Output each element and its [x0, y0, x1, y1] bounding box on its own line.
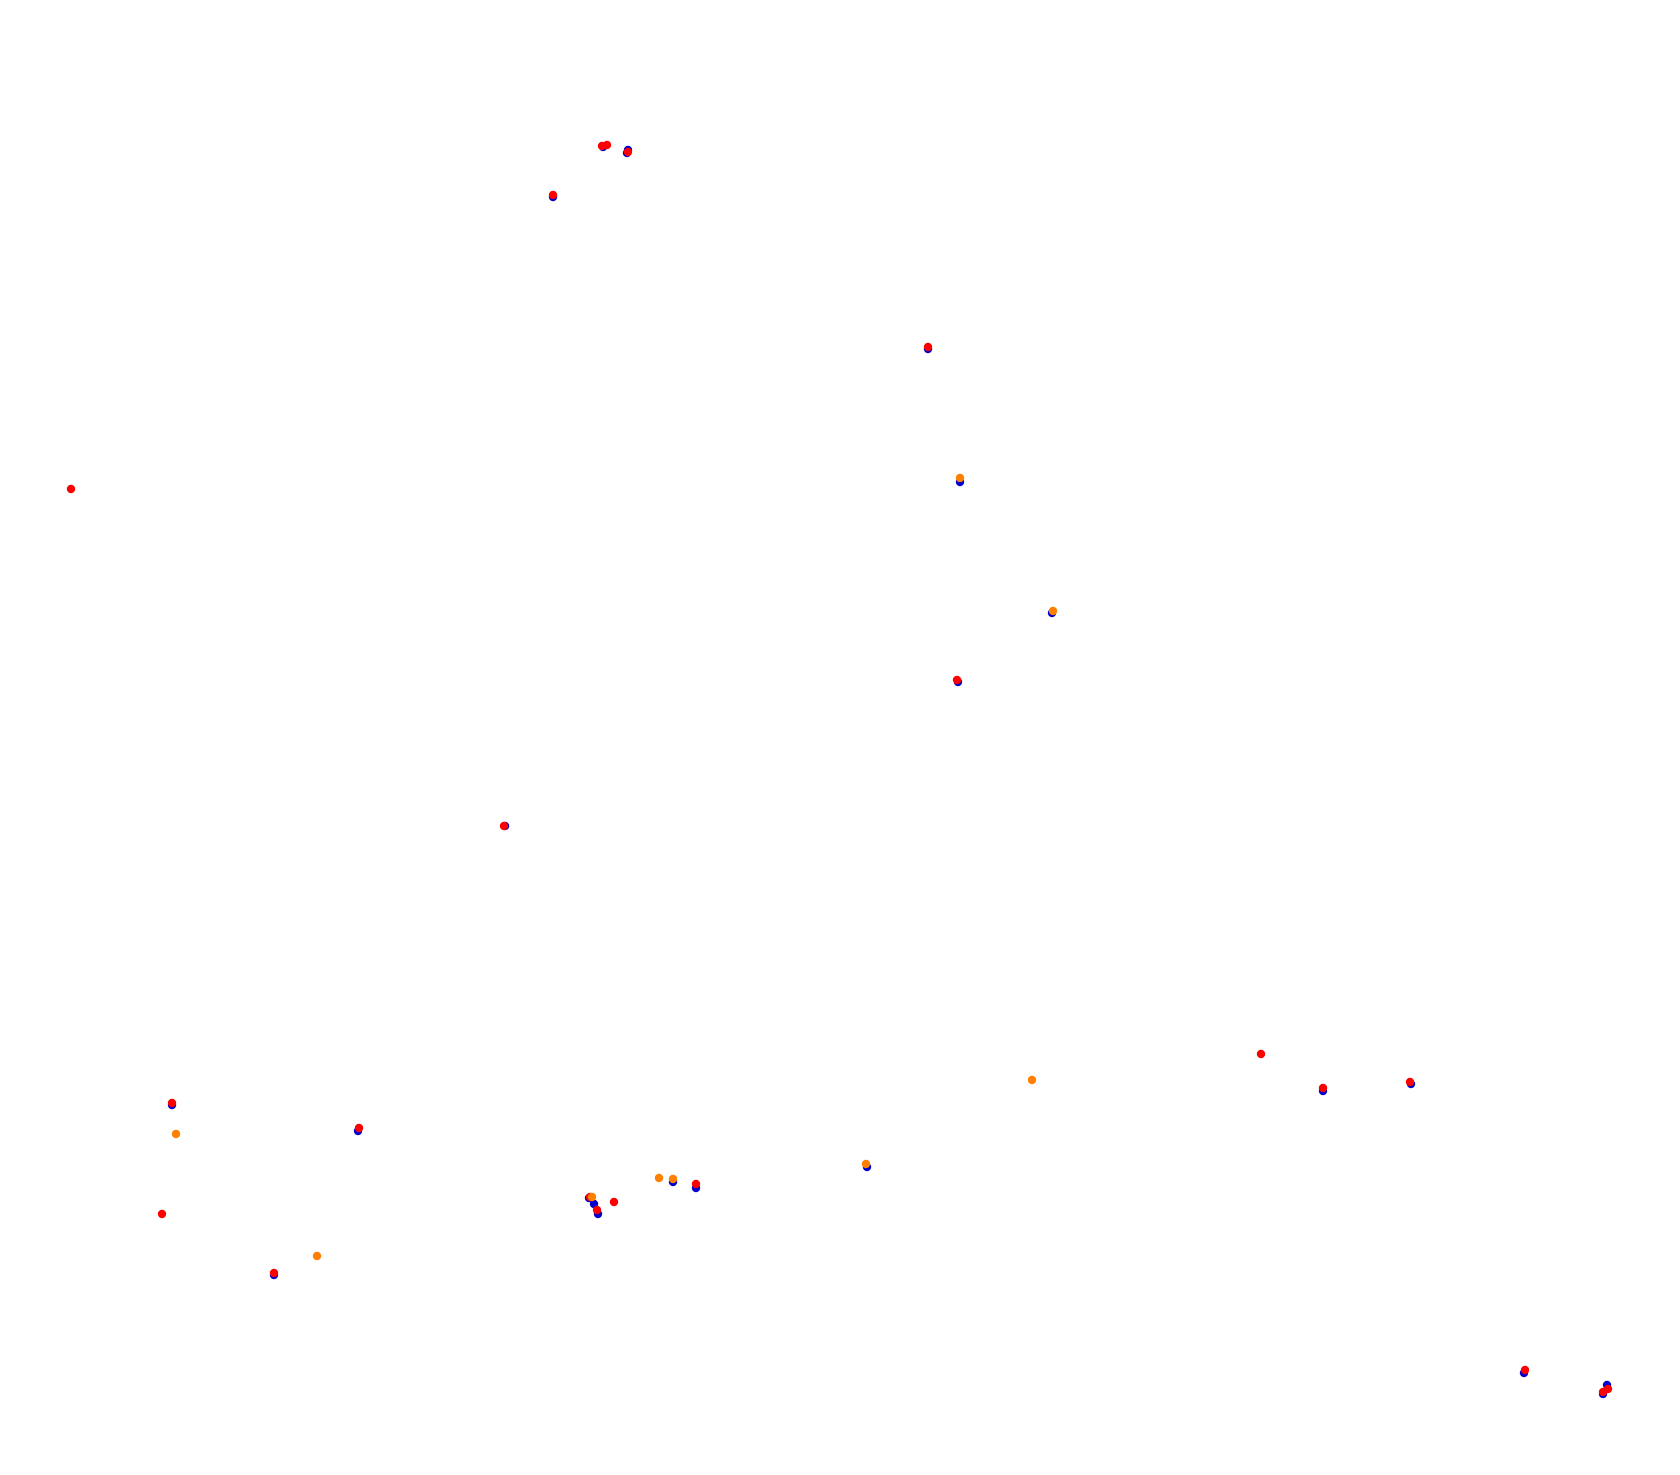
data-point-series-2-4 [548, 190, 558, 200]
series-2 [66, 140, 1613, 1397]
data-point-series-3-7 [587, 1192, 597, 1202]
data-point-series-2-15 [691, 1179, 701, 1189]
data-point-series-2-10 [354, 1123, 364, 1133]
data-point-series-3-3 [1027, 1075, 1037, 1085]
data-point-series-3-9 [312, 1251, 322, 1261]
data-point-series-2-16 [269, 1268, 279, 1278]
data-point-series-2-5 [923, 342, 933, 352]
data-point-series-3-8 [861, 1159, 871, 1169]
data-point-series-3-4 [171, 1129, 181, 1139]
series-3 [171, 473, 1058, 1261]
data-point-series-2-9 [167, 1098, 177, 1108]
data-point-series-2-18 [1318, 1083, 1328, 1093]
data-point-series-2-17 [1256, 1049, 1266, 1059]
data-point-series-2-6 [66, 484, 76, 494]
data-point-series-2-22 [1598, 1387, 1608, 1397]
data-point-series-2-14 [609, 1197, 619, 1207]
data-point-series-3-6 [668, 1174, 678, 1184]
data-point-series-2-11 [157, 1209, 167, 1219]
data-point-series-2-20 [1520, 1365, 1530, 1375]
data-point-series-2-8 [499, 821, 509, 831]
data-point-series-3-1 [955, 473, 965, 483]
data-point-series-3-5 [654, 1173, 664, 1183]
data-point-series-2-3 [623, 147, 633, 157]
data-point-series-2-13 [592, 1205, 602, 1215]
data-point-series-2-2 [602, 140, 612, 150]
data-point-series-2-19 [1405, 1077, 1415, 1087]
series-layer [66, 140, 1613, 1399]
data-point-series-3-2 [1048, 606, 1058, 616]
data-point-series-2-7 [952, 675, 962, 685]
